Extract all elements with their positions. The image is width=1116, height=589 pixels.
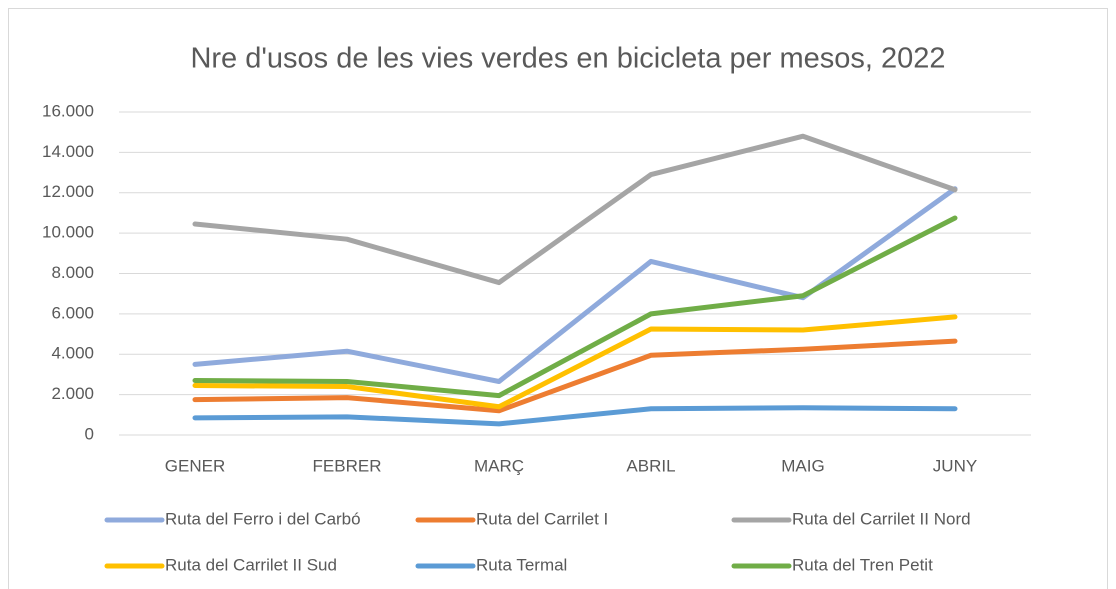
- chart-border: [8, 8, 1108, 589]
- legend-label: Ruta del Carrilet I: [476, 509, 608, 528]
- legend-label: Ruta del Carrilet II Sud: [165, 555, 337, 574]
- x-tick-label: MARÇ: [474, 456, 524, 475]
- y-tick-label: 10.000: [42, 223, 94, 242]
- series-line: [192, 405, 958, 427]
- y-tick-label: 16.000: [42, 101, 94, 120]
- series-line: [192, 186, 958, 385]
- series-line: [192, 215, 958, 399]
- series-line: [192, 314, 958, 410]
- series-line: [192, 133, 958, 286]
- y-tick-label: 4.000: [51, 344, 94, 363]
- y-tick-label: 0: [85, 424, 94, 443]
- y-tick-label: 14.000: [42, 142, 94, 161]
- y-tick-label: 6.000: [51, 303, 94, 322]
- legend-label: Ruta del Tren Petit: [792, 555, 933, 574]
- x-tick-label: MAIG: [781, 456, 824, 475]
- legend-label: Ruta del Ferro i del Carbó: [165, 509, 361, 528]
- y-tick-label: 2.000: [51, 384, 94, 403]
- x-tick-label: GENER: [165, 456, 225, 475]
- series-line: [192, 338, 958, 414]
- y-tick-label: 8.000: [51, 263, 94, 282]
- x-tick-label: JUNY: [933, 456, 977, 475]
- legend-label: Ruta Termal: [476, 555, 567, 574]
- x-tick-label: ABRIL: [626, 456, 675, 475]
- y-tick-label: 12.000: [42, 182, 94, 201]
- legend-label: Ruta del Carrilet II Nord: [792, 509, 971, 528]
- chart-title: Nre d'usos de les vies verdes en bicicle…: [190, 43, 945, 75]
- x-tick-label: FEBRER: [313, 456, 382, 475]
